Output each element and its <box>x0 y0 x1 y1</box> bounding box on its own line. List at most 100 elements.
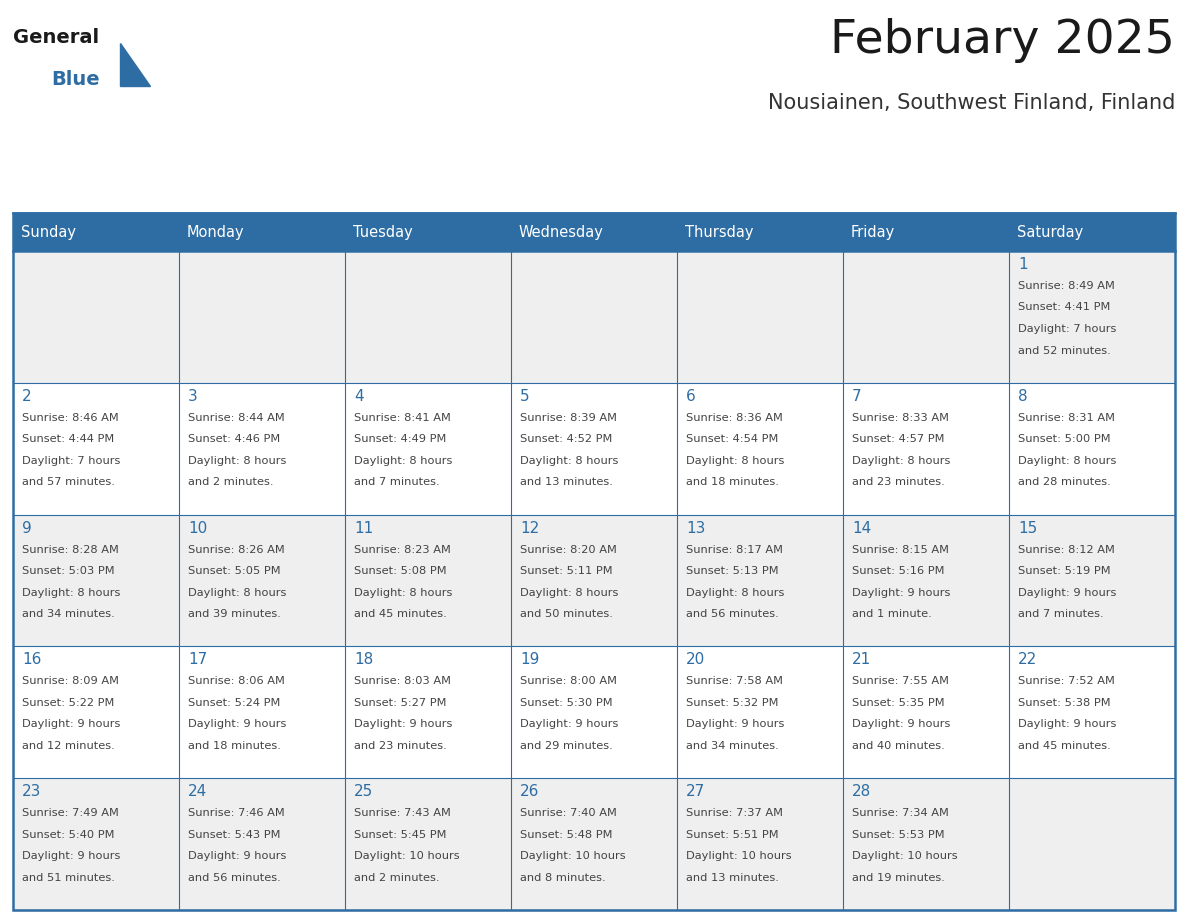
Text: and 34 minutes.: and 34 minutes. <box>23 610 115 619</box>
Text: 16: 16 <box>23 653 42 667</box>
Text: Sunrise: 7:43 AM: Sunrise: 7:43 AM <box>354 808 451 818</box>
Text: Daylight: 9 hours: Daylight: 9 hours <box>520 720 619 730</box>
Text: Sunrise: 8:33 AM: Sunrise: 8:33 AM <box>852 413 949 423</box>
Text: and 45 minutes.: and 45 minutes. <box>354 610 447 619</box>
Text: Sunset: 5:48 PM: Sunset: 5:48 PM <box>520 830 613 840</box>
Text: February 2025: February 2025 <box>830 18 1175 63</box>
Bar <box>677 213 843 251</box>
Bar <box>345 213 511 251</box>
Bar <box>1009 213 1175 251</box>
Bar <box>511 515 677 646</box>
Text: Sunset: 5:08 PM: Sunset: 5:08 PM <box>354 566 447 577</box>
Text: Sunset: 4:57 PM: Sunset: 4:57 PM <box>852 434 944 444</box>
Text: and 28 minutes.: and 28 minutes. <box>1018 477 1111 487</box>
Text: Sunrise: 7:58 AM: Sunrise: 7:58 AM <box>685 677 783 687</box>
Bar <box>511 383 677 515</box>
Bar <box>511 778 677 910</box>
Text: Sunset: 5:35 PM: Sunset: 5:35 PM <box>852 698 944 708</box>
Text: Thursday: Thursday <box>685 225 753 240</box>
Text: Daylight: 8 hours: Daylight: 8 hours <box>188 588 286 598</box>
Bar <box>179 213 345 251</box>
Text: Daylight: 9 hours: Daylight: 9 hours <box>685 720 784 730</box>
Bar <box>843 383 1009 515</box>
Bar <box>345 515 511 646</box>
Bar <box>179 515 345 646</box>
Text: Daylight: 9 hours: Daylight: 9 hours <box>1018 720 1117 730</box>
Text: Daylight: 9 hours: Daylight: 9 hours <box>23 851 120 861</box>
Text: Sunrise: 7:52 AM: Sunrise: 7:52 AM <box>1018 677 1114 687</box>
Bar <box>1009 251 1175 383</box>
Text: Sunset: 4:54 PM: Sunset: 4:54 PM <box>685 434 778 444</box>
Text: 7: 7 <box>852 389 861 404</box>
Text: and 13 minutes.: and 13 minutes. <box>520 477 613 487</box>
Text: 4: 4 <box>354 389 364 404</box>
Text: Daylight: 10 hours: Daylight: 10 hours <box>852 851 958 861</box>
Text: Daylight: 8 hours: Daylight: 8 hours <box>520 456 619 465</box>
Text: Daylight: 10 hours: Daylight: 10 hours <box>685 851 791 861</box>
Text: and 8 minutes.: and 8 minutes. <box>520 873 606 883</box>
Text: Daylight: 8 hours: Daylight: 8 hours <box>852 456 950 465</box>
Text: and 52 minutes.: and 52 minutes. <box>1018 345 1111 355</box>
Text: 5: 5 <box>520 389 530 404</box>
Text: Friday: Friday <box>851 225 896 240</box>
Text: 22: 22 <box>1018 653 1037 667</box>
Text: 19: 19 <box>520 653 539 667</box>
Bar <box>13 213 1175 910</box>
Text: Daylight: 8 hours: Daylight: 8 hours <box>685 588 784 598</box>
Bar <box>677 646 843 778</box>
Bar <box>13 213 179 251</box>
Text: 14: 14 <box>852 521 871 535</box>
Text: Sunrise: 8:23 AM: Sunrise: 8:23 AM <box>354 544 451 554</box>
Text: Daylight: 9 hours: Daylight: 9 hours <box>1018 588 1117 598</box>
Text: Daylight: 7 hours: Daylight: 7 hours <box>23 456 120 465</box>
Text: Daylight: 9 hours: Daylight: 9 hours <box>852 720 950 730</box>
Text: and 51 minutes.: and 51 minutes. <box>23 873 115 883</box>
Bar <box>1009 383 1175 515</box>
Text: Sunrise: 7:37 AM: Sunrise: 7:37 AM <box>685 808 783 818</box>
Text: 20: 20 <box>685 653 706 667</box>
Text: and 7 minutes.: and 7 minutes. <box>1018 610 1104 619</box>
Text: Sunrise: 8:03 AM: Sunrise: 8:03 AM <box>354 677 451 687</box>
Bar <box>843 251 1009 383</box>
Text: Sunrise: 8:39 AM: Sunrise: 8:39 AM <box>520 413 617 423</box>
Text: Blue: Blue <box>51 70 100 89</box>
Text: 2: 2 <box>23 389 32 404</box>
Text: 24: 24 <box>188 784 207 800</box>
Bar <box>13 251 179 383</box>
Text: Sunday: Sunday <box>21 225 76 240</box>
Text: Sunrise: 8:49 AM: Sunrise: 8:49 AM <box>1018 281 1114 291</box>
Bar <box>13 646 179 778</box>
Text: 18: 18 <box>354 653 373 667</box>
Text: Sunset: 5:24 PM: Sunset: 5:24 PM <box>188 698 280 708</box>
Text: Monday: Monday <box>187 225 245 240</box>
Bar <box>345 251 511 383</box>
Text: Sunset: 5:38 PM: Sunset: 5:38 PM <box>1018 698 1111 708</box>
Text: 27: 27 <box>685 784 706 800</box>
Text: Daylight: 8 hours: Daylight: 8 hours <box>354 456 453 465</box>
Text: and 18 minutes.: and 18 minutes. <box>685 477 779 487</box>
Text: Sunset: 5:11 PM: Sunset: 5:11 PM <box>520 566 613 577</box>
Text: and 7 minutes.: and 7 minutes. <box>354 477 440 487</box>
Text: Sunset: 5:22 PM: Sunset: 5:22 PM <box>23 698 114 708</box>
Text: Wednesday: Wednesday <box>519 225 604 240</box>
Text: 10: 10 <box>188 521 207 535</box>
Text: Sunset: 4:49 PM: Sunset: 4:49 PM <box>354 434 447 444</box>
Bar <box>677 515 843 646</box>
Text: and 18 minutes.: and 18 minutes. <box>188 741 280 751</box>
Text: Sunrise: 8:00 AM: Sunrise: 8:00 AM <box>520 677 617 687</box>
Text: Sunset: 4:41 PM: Sunset: 4:41 PM <box>1018 303 1111 312</box>
Text: 8: 8 <box>1018 389 1028 404</box>
Text: Sunrise: 8:15 AM: Sunrise: 8:15 AM <box>852 544 949 554</box>
Text: Sunrise: 8:09 AM: Sunrise: 8:09 AM <box>23 677 119 687</box>
Text: Daylight: 9 hours: Daylight: 9 hours <box>354 720 453 730</box>
Bar <box>345 383 511 515</box>
Text: Daylight: 10 hours: Daylight: 10 hours <box>354 851 460 861</box>
Text: 23: 23 <box>23 784 42 800</box>
Text: Sunrise: 8:31 AM: Sunrise: 8:31 AM <box>1018 413 1116 423</box>
Text: 15: 15 <box>1018 521 1037 535</box>
Text: Daylight: 8 hours: Daylight: 8 hours <box>520 588 619 598</box>
Text: Sunset: 5:19 PM: Sunset: 5:19 PM <box>1018 566 1111 577</box>
Text: and 39 minutes.: and 39 minutes. <box>188 610 280 619</box>
Bar <box>843 515 1009 646</box>
Text: Sunrise: 7:34 AM: Sunrise: 7:34 AM <box>852 808 949 818</box>
